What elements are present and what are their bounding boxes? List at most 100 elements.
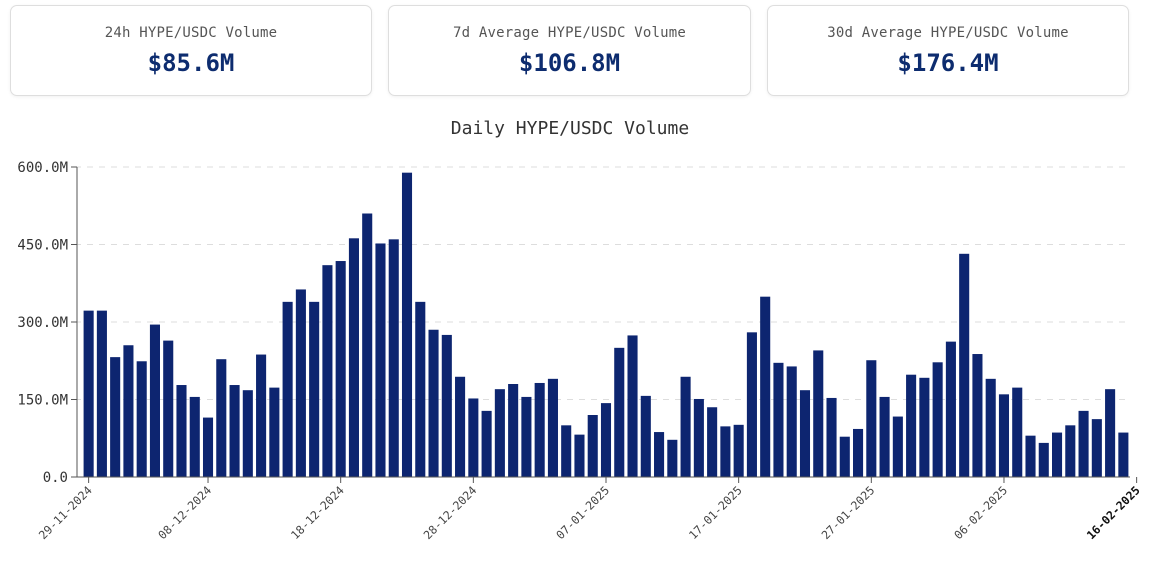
volume-bar[interactable] xyxy=(348,238,359,477)
volume-bar[interactable] xyxy=(760,296,771,477)
volume-bar[interactable] xyxy=(96,310,107,477)
volume-bar[interactable] xyxy=(614,347,625,477)
x-tick-label: 16-02-2025 xyxy=(1084,483,1143,542)
volume-bar[interactable] xyxy=(1065,425,1076,477)
x-tick-label: 08-12-2024 xyxy=(155,483,214,542)
volume-bar[interactable] xyxy=(441,334,452,477)
volume-bar[interactable] xyxy=(1091,419,1102,477)
y-tick-label: 150.0M xyxy=(17,393,68,409)
volume-bar[interactable] xyxy=(428,329,439,477)
volume-bar[interactable] xyxy=(561,425,572,477)
volume-bar[interactable] xyxy=(335,261,346,477)
daily-volume-bar-chart: 0.0 150.0M 300.0M 450.0M 600.0M 29-11-2024 08-… xyxy=(17,160,1143,542)
volume-bar[interactable] xyxy=(322,265,333,477)
chart-gridlines xyxy=(75,166,1130,400)
stat-card-30d-average-volume: 30d Average HYPE/USDC Volume $176.4M xyxy=(767,5,1129,96)
volume-bar[interactable] xyxy=(362,213,373,478)
volume-bar[interactable] xyxy=(799,390,811,477)
volume-bar[interactable] xyxy=(269,387,280,477)
x-tick-label: 17-01-2025 xyxy=(686,483,745,542)
volume-bar[interactable] xyxy=(455,376,466,477)
volume-bar[interactable] xyxy=(282,301,293,477)
x-tick-label: 27-01-2025 xyxy=(819,483,878,542)
volume-bar[interactable] xyxy=(972,354,983,477)
volume-bar[interactable] xyxy=(720,426,731,477)
volume-bar[interactable] xyxy=(176,385,187,477)
volume-bar[interactable] xyxy=(534,382,545,477)
volume-bar[interactable] xyxy=(202,417,214,477)
chart-title: Daily HYPE/USDC Volume xyxy=(450,118,690,139)
x-tick-label: 18-12-2024 xyxy=(288,483,347,542)
volume-bar[interactable] xyxy=(256,354,267,477)
volume-bar[interactable] xyxy=(866,360,877,477)
volume-bar[interactable] xyxy=(654,432,665,477)
volume-bar[interactable] xyxy=(521,396,532,477)
volume-bar[interactable] xyxy=(401,172,413,477)
volume-bar[interactable] xyxy=(627,335,638,477)
y-tick-label: 0.0 xyxy=(43,470,68,486)
volume-bar[interactable] xyxy=(667,439,678,477)
stat-value-7d-average-volume: $106.8M xyxy=(518,49,621,77)
stat-value-30d-average-volume: $176.4M xyxy=(897,49,999,77)
volume-bar[interactable] xyxy=(746,332,757,477)
volume-bar[interactable] xyxy=(388,239,399,477)
volume-bar[interactable] xyxy=(1038,442,1049,477)
y-tick-label: 450.0M xyxy=(17,238,68,254)
x-tick-label: 29-11-2024 xyxy=(36,483,95,542)
volume-bar[interactable] xyxy=(1078,410,1089,477)
volume-bar[interactable] xyxy=(1105,389,1116,477)
volume-bar[interactable] xyxy=(892,416,903,477)
volume-bar[interactable] xyxy=(189,396,200,477)
volume-bar[interactable] xyxy=(494,389,505,477)
volume-bar[interactable] xyxy=(733,424,744,477)
volume-bar[interactable] xyxy=(295,289,306,477)
volume-bar[interactable] xyxy=(786,366,797,477)
volume-bar[interactable] xyxy=(985,378,996,477)
volume-bar[interactable] xyxy=(468,398,479,477)
volume-bar[interactable] xyxy=(693,398,704,477)
volume-bar[interactable] xyxy=(1012,387,1023,477)
volume-bar[interactable] xyxy=(83,310,94,477)
volume-bar[interactable] xyxy=(932,362,943,477)
volume-bar[interactable] xyxy=(906,374,917,477)
chart-bars xyxy=(83,172,1129,478)
volume-bar[interactable] xyxy=(813,350,824,477)
volume-bar[interactable] xyxy=(375,243,386,477)
volume-bar[interactable] xyxy=(998,394,1010,477)
volume-bar[interactable] xyxy=(839,436,850,477)
volume-bar[interactable] xyxy=(707,407,718,477)
volume-bar[interactable] xyxy=(773,362,784,477)
volume-bar[interactable] xyxy=(587,415,598,477)
volume-bar[interactable] xyxy=(959,253,970,477)
stat-card-7d-average-volume: 7d Average HYPE/USDC Volume $106.8M xyxy=(388,5,751,96)
volume-bar[interactable] xyxy=(149,324,160,477)
volume-bar[interactable] xyxy=(1025,435,1036,477)
volume-bar[interactable] xyxy=(1052,432,1063,477)
volume-bar[interactable] xyxy=(229,385,240,477)
volume-bar[interactable] xyxy=(1118,432,1129,477)
volume-bar[interactable] xyxy=(216,359,227,477)
volume-bar[interactable] xyxy=(853,428,864,477)
volume-bar[interactable] xyxy=(110,357,121,477)
volume-bar[interactable] xyxy=(547,378,558,477)
stat-cards: 24h HYPE/USDC Volume $85.6M 7d Average H… xyxy=(10,5,1129,98)
volume-bar[interactable] xyxy=(415,301,426,477)
volume-bar[interactable] xyxy=(242,390,253,477)
volume-bar[interactable] xyxy=(481,410,492,477)
volume-bar[interactable] xyxy=(640,395,651,477)
stat-value-24h-volume: $85.6M xyxy=(147,49,235,77)
volume-bar[interactable] xyxy=(826,397,837,477)
volume-bar[interactable] xyxy=(309,301,320,477)
volume-bar[interactable] xyxy=(919,377,930,477)
volume-bar[interactable] xyxy=(508,384,519,477)
y-tick-label: 300.0M xyxy=(17,315,68,331)
volume-bar[interactable] xyxy=(163,340,174,477)
volume-bar[interactable] xyxy=(574,434,585,477)
volume-bar[interactable] xyxy=(945,341,956,477)
x-tick-label: 06-02-2025 xyxy=(951,483,1010,542)
volume-bar[interactable] xyxy=(136,361,147,477)
volume-bar[interactable] xyxy=(680,376,691,477)
volume-bar[interactable] xyxy=(600,403,612,477)
volume-bar[interactable] xyxy=(879,396,890,477)
volume-bar[interactable] xyxy=(123,345,134,477)
